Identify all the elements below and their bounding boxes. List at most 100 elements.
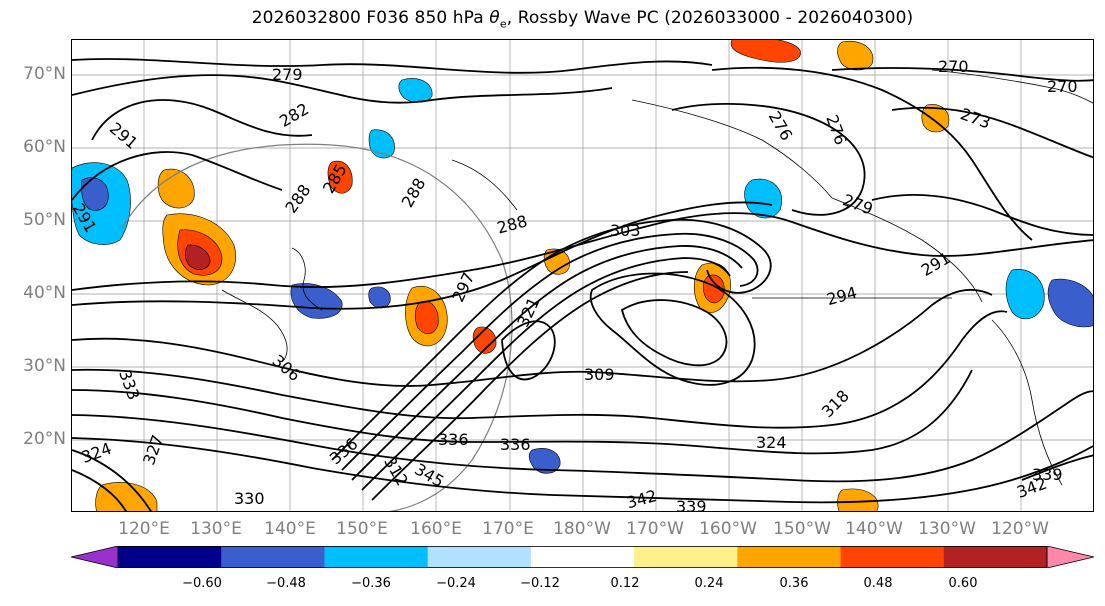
contour-line [72, 437, 1093, 504]
positive-anomaly-patch [837, 40, 874, 71]
contour-label: 288 [398, 175, 430, 211]
colorbar-segment [221, 546, 325, 568]
contour-label: 306 [269, 351, 305, 385]
positive-anomaly-patch [414, 300, 439, 334]
contour-label: 342 [624, 486, 658, 512]
title-prefix: 2026032800 F036 850 hPa [251, 8, 490, 28]
contour-line [1021, 454, 1093, 481]
contour-line [371, 271, 689, 501]
coastlines [221, 69, 1093, 486]
contour-line [72, 369, 973, 455]
positive-anomaly-patch [837, 488, 879, 511]
contour-line [72, 74, 613, 104]
contour-label: 270 [1047, 77, 1078, 96]
contour-line [72, 449, 152, 511]
lon-label: 150°W [773, 519, 831, 539]
negative-anomaly-patch [1005, 269, 1045, 320]
contour-line [72, 469, 127, 511]
contour-label: 336 [326, 434, 362, 468]
contour-label: 330 [234, 489, 265, 508]
contour-label: 324 [756, 433, 787, 452]
contour-line [620, 299, 728, 367]
figure-title: 2026032800 F036 850 hPa θe, Rossby Wave … [0, 8, 1105, 30]
contour-line [711, 66, 1033, 241]
lon-label: 170°E [482, 519, 534, 539]
negative-anomaly-patch [528, 448, 561, 474]
colorbar-segment [737, 546, 842, 568]
contour-line [72, 151, 283, 201]
coastline [291, 247, 323, 311]
contour-line [589, 272, 756, 386]
map-svg: 279 282 291 291 288 288 285 288 303 297 … [72, 40, 1093, 512]
contour-label: 276 [765, 108, 797, 144]
positive-anomaly-patch [730, 40, 801, 63]
colorbar-segment [634, 546, 738, 568]
lat-label: 50°N [23, 210, 66, 230]
contour-label: 291 [918, 248, 954, 280]
colorbar-tick-label: −0.36 [351, 576, 391, 591]
colorbar-tick-label: 0.12 [610, 576, 640, 591]
colorbar-segment [118, 546, 222, 568]
contour-label: 324 [79, 439, 114, 467]
colorbar-border [117, 546, 1048, 568]
coastline [831, 197, 983, 303]
lon-label: 160°E [410, 519, 462, 539]
lon-label: 180°W [553, 519, 611, 539]
contour-line [72, 201, 773, 310]
colorbar [71, 546, 1094, 568]
contour-label: 279 [840, 190, 875, 218]
lat-label: 30°N [23, 356, 66, 376]
contour-label: 303 [610, 221, 641, 240]
map-panel: 279 282 291 291 288 288 285 288 303 297 … [71, 39, 1094, 512]
contour-line [91, 99, 313, 141]
colorbar-tick-label: 0.48 [863, 576, 893, 591]
contour-line [361, 257, 731, 491]
title-suffix: , Rossby Wave PC (2026033000 - 202604030… [506, 8, 914, 28]
contour-label: 297 [448, 269, 478, 305]
contour-line [671, 103, 866, 216]
contour-line [831, 67, 1093, 82]
range-ring [121, 143, 513, 511]
title-theta: θ [489, 8, 500, 28]
positive-anomaly-patch [157, 168, 195, 209]
contour-line [72, 212, 1093, 291]
lon-label: 130°W [918, 519, 976, 539]
contour-line [72, 288, 993, 387]
colorbar-tick-label: 0.24 [694, 576, 724, 591]
contour-label: 339 [1032, 465, 1063, 484]
colorbar-segment [840, 546, 945, 568]
lat-label: 20°N [23, 429, 66, 449]
colorbar-segment [530, 546, 635, 568]
contour-label: 273 [958, 104, 993, 132]
lon-label: 120°W [991, 519, 1049, 539]
contour-line [341, 232, 759, 471]
contour-label: 294 [825, 283, 859, 309]
colorbar-segments [71, 546, 1094, 568]
contour-line [501, 320, 556, 381]
contour-label: 327 [139, 432, 167, 467]
coastline [451, 159, 518, 211]
negative-anomaly-patch [81, 177, 109, 211]
contour-label: 309 [584, 365, 615, 384]
contour-label: 270 [938, 57, 969, 76]
lat-label: 60°N [23, 137, 66, 157]
coastline [221, 289, 288, 361]
title-subscript: e [499, 17, 507, 31]
anomaly-fill-patches [72, 40, 1093, 511]
negative-anomaly-patch [368, 286, 391, 309]
contour-label: 312 [380, 453, 412, 489]
contour-line [72, 58, 713, 74]
theta-e-contours [72, 58, 1093, 511]
contour-line [871, 193, 1093, 236]
colorbar-segment [324, 546, 429, 568]
contour-label: 318 [818, 386, 853, 421]
lat-label: 40°N [23, 283, 66, 303]
lat-label: 70°N [23, 64, 66, 84]
colorbar-tick-label: 0.60 [948, 576, 978, 591]
positive-anomaly-patch [184, 244, 211, 270]
colorbar-tick-label: −0.60 [182, 576, 222, 591]
contour-label: 288 [495, 211, 529, 237]
contour-label: 288 [281, 181, 314, 217]
contour-label: 339 [676, 497, 707, 512]
